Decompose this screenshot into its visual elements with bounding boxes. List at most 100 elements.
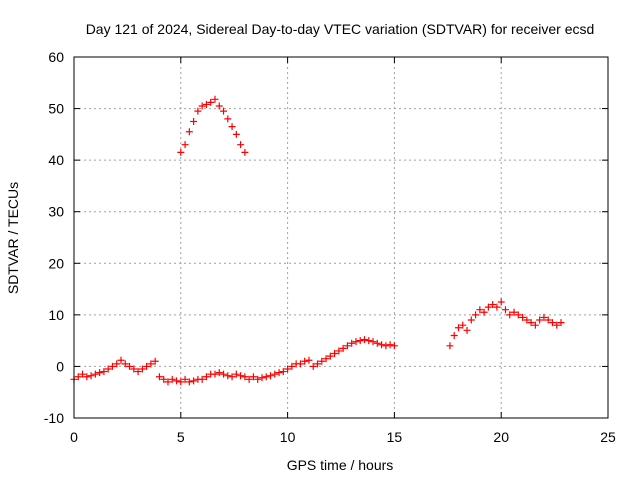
data-point <box>147 360 155 368</box>
data-point <box>305 356 313 364</box>
plot-frame <box>73 56 609 419</box>
data-point <box>514 311 522 319</box>
y-tick-label: 30 <box>48 204 64 220</box>
data-point <box>173 377 181 385</box>
data-point <box>104 365 112 373</box>
data-point <box>237 141 245 149</box>
data-point <box>501 306 509 314</box>
x-tick-label: 20 <box>493 429 509 445</box>
data-point <box>232 370 240 378</box>
data-point <box>215 102 223 110</box>
y-tick-label: 10 <box>48 307 64 323</box>
data-point <box>446 342 454 350</box>
data-point <box>331 350 339 358</box>
data-point <box>450 331 458 339</box>
data-point <box>378 341 386 349</box>
data-point <box>484 303 492 311</box>
data-point <box>279 368 287 376</box>
data-point <box>262 373 270 381</box>
data-point <box>339 344 347 352</box>
data-point <box>130 365 138 373</box>
data-point <box>365 337 373 345</box>
data-point <box>553 321 561 329</box>
data-point <box>335 347 343 355</box>
data-point <box>557 319 565 327</box>
data-point <box>143 362 151 370</box>
data-point <box>202 373 210 381</box>
data-point <box>224 372 232 380</box>
data-point <box>472 311 480 319</box>
data-point <box>211 370 219 378</box>
data-point <box>544 316 552 324</box>
data-point <box>326 352 334 360</box>
series-late <box>446 298 565 350</box>
y-tick-label: 60 <box>48 49 64 65</box>
data-point <box>228 123 236 131</box>
y-tick-label: 50 <box>48 101 64 117</box>
data-point <box>267 372 275 380</box>
data-point <box>190 377 198 385</box>
data-point <box>271 370 279 378</box>
y-tick-label: 0 <box>56 358 64 374</box>
axis-ticks <box>73 56 609 419</box>
data-point <box>108 362 116 370</box>
data-point <box>467 316 475 324</box>
x-tick-label: 5 <box>177 429 185 445</box>
x-tick-label: 15 <box>387 429 403 445</box>
data-point <box>249 373 257 381</box>
data-point <box>245 375 253 383</box>
data-point <box>181 375 189 383</box>
data-point <box>168 375 176 383</box>
data-point <box>220 370 228 378</box>
data-point <box>194 107 202 115</box>
data-point <box>493 303 501 311</box>
data-point <box>489 301 497 309</box>
data-point <box>352 338 360 346</box>
data-point <box>527 319 535 327</box>
data-point <box>356 337 364 345</box>
data-point <box>211 95 219 103</box>
x-tick-label: 10 <box>280 429 296 445</box>
data-point <box>202 100 210 108</box>
data-point <box>301 357 309 365</box>
chart-title: Day 121 of 2024, Sidereal Day-to-day VTE… <box>86 21 595 37</box>
data-point <box>121 360 129 368</box>
y-axis-label: SDTVAR / TECUs <box>5 182 21 294</box>
data-point <box>151 357 159 365</box>
data-point <box>309 362 317 370</box>
data-point <box>480 308 488 316</box>
data-point <box>241 373 249 381</box>
data-point <box>87 372 95 380</box>
data-marks <box>70 95 565 386</box>
data-point <box>318 357 326 365</box>
y-tick-label: -10 <box>44 410 64 426</box>
data-point <box>348 339 356 347</box>
data-point <box>369 338 377 346</box>
data-point <box>284 365 292 373</box>
data-point <box>497 298 505 306</box>
data-point <box>506 311 514 319</box>
data-point <box>241 148 249 156</box>
data-point <box>96 369 104 377</box>
data-point <box>228 373 236 381</box>
data-point <box>476 306 484 314</box>
data-point <box>510 308 518 316</box>
data-point <box>224 115 232 123</box>
data-point <box>198 375 206 383</box>
data-point <box>463 326 471 334</box>
data-point <box>382 342 390 350</box>
data-point <box>360 336 368 344</box>
data-point <box>390 342 398 350</box>
data-point <box>386 341 394 349</box>
data-point <box>540 313 548 321</box>
data-point <box>185 378 193 386</box>
data-point <box>454 324 462 332</box>
data-point <box>134 368 142 376</box>
data-point <box>254 375 262 383</box>
data-point <box>74 373 82 381</box>
data-point <box>459 321 467 329</box>
data-point <box>296 360 304 368</box>
data-point <box>177 378 185 386</box>
